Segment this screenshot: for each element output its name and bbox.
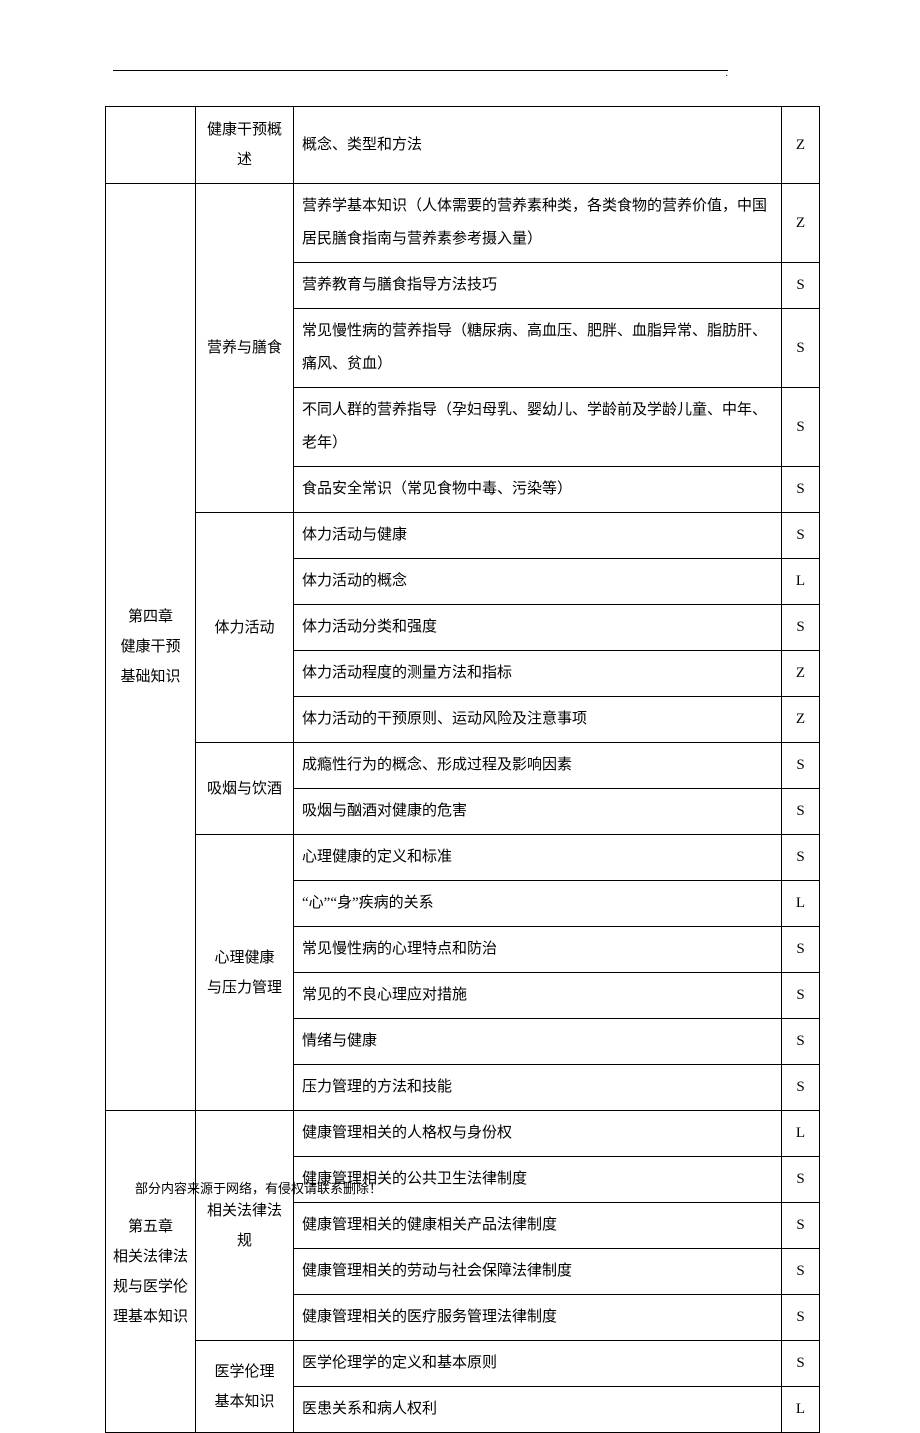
content-cell: 健康管理相关的人格权与身份权 (294, 1111, 782, 1157)
table-row: 健康干预概述概念、类型和方法Z (106, 107, 820, 184)
section-cell: 体力活动 (196, 513, 294, 743)
code-cell: S (782, 973, 820, 1019)
code-cell: S (782, 1065, 820, 1111)
table-row: 第五章相关法律法规与医学伦理基本知识相关法律法规健康管理相关的人格权与身份权L (106, 1111, 820, 1157)
table-row: 心理健康与压力管理心理健康的定义和标准S (106, 835, 820, 881)
code-cell: Z (782, 697, 820, 743)
section-cell: 心理健康与压力管理 (196, 835, 294, 1111)
content-cell: 吸烟与酗酒对健康的危害 (294, 789, 782, 835)
code-cell: Z (782, 107, 820, 184)
content-cell: 常见慢性病的营养指导（糖尿病、高血压、肥胖、血脂异常、脂肪肝、痛风、贫血） (294, 309, 782, 388)
section-cell: 相关法律法规 (196, 1111, 294, 1341)
code-cell: S (782, 388, 820, 467)
code-cell: S (782, 789, 820, 835)
chapter-cell: 第五章相关法律法规与医学伦理基本知识 (106, 1111, 196, 1433)
code-cell: S (782, 605, 820, 651)
chapter-cell: 第四章健康干预基础知识 (106, 184, 196, 1111)
chapter-cell (106, 107, 196, 184)
code-cell: S (782, 309, 820, 388)
section-cell: 医学伦理基本知识 (196, 1341, 294, 1433)
content-cell: 营养教育与膳食指导方法技巧 (294, 263, 782, 309)
syllabus-table-container: 健康干预概述概念、类型和方法Z第四章健康干预基础知识营养与膳食营养学基本知识（人… (105, 106, 820, 1433)
code-cell: S (782, 1295, 820, 1341)
code-cell: S (782, 263, 820, 309)
content-cell: 情绪与健康 (294, 1019, 782, 1065)
content-cell: 体力活动程度的测量方法和指标 (294, 651, 782, 697)
code-cell: S (782, 1019, 820, 1065)
code-cell: S (782, 1157, 820, 1203)
header-dot: . (726, 68, 729, 79)
content-cell: 概念、类型和方法 (294, 107, 782, 184)
code-cell: L (782, 559, 820, 605)
content-cell: 体力活动与健康 (294, 513, 782, 559)
content-cell: 食品安全常识（常见食物中毒、污染等） (294, 467, 782, 513)
section-cell: 健康干预概述 (196, 107, 294, 184)
code-cell: S (782, 743, 820, 789)
code-cell: S (782, 467, 820, 513)
code-cell: L (782, 1111, 820, 1157)
content-cell: 医学伦理学的定义和基本原则 (294, 1341, 782, 1387)
code-cell: S (782, 1249, 820, 1295)
code-cell: L (782, 881, 820, 927)
table-row: 医学伦理基本知识医学伦理学的定义和基本原则S (106, 1341, 820, 1387)
footer-note: 部分内容来源于网络，有侵权请联系删除！ (135, 1178, 382, 1197)
content-cell: 常见慢性病的心理特点和防治 (294, 927, 782, 973)
code-cell: S (782, 1203, 820, 1249)
content-cell: 不同人群的营养指导（孕妇母乳、婴幼儿、学龄前及学龄儿童、中年、老年） (294, 388, 782, 467)
content-cell: 健康管理相关的医疗服务管理法律制度 (294, 1295, 782, 1341)
content-cell: 体力活动的干预原则、运动风险及注意事项 (294, 697, 782, 743)
section-cell: 营养与膳食 (196, 184, 294, 513)
table-row: 吸烟与饮酒成瘾性行为的概念、形成过程及影响因素S (106, 743, 820, 789)
table-row: 体力活动体力活动与健康S (106, 513, 820, 559)
code-cell: L (782, 1387, 820, 1433)
section-cell: 吸烟与饮酒 (196, 743, 294, 835)
content-cell: 成瘾性行为的概念、形成过程及影响因素 (294, 743, 782, 789)
code-cell: Z (782, 184, 820, 263)
content-cell: 常见的不良心理应对措施 (294, 973, 782, 1019)
content-cell: 医患关系和病人权利 (294, 1387, 782, 1433)
code-cell: S (782, 835, 820, 881)
content-cell: 健康管理相关的健康相关产品法律制度 (294, 1203, 782, 1249)
content-cell: 健康管理相关的劳动与社会保障法律制度 (294, 1249, 782, 1295)
content-cell: 压力管理的方法和技能 (294, 1065, 782, 1111)
table-row: 第四章健康干预基础知识营养与膳食营养学基本知识（人体需要的营养素种类，各类食物的… (106, 184, 820, 263)
code-cell: S (782, 927, 820, 973)
content-cell: “心”“身”疾病的关系 (294, 881, 782, 927)
code-cell: Z (782, 651, 820, 697)
code-cell: S (782, 513, 820, 559)
code-cell: S (782, 1341, 820, 1387)
header-underline (113, 70, 728, 71)
syllabus-table: 健康干预概述概念、类型和方法Z第四章健康干预基础知识营养与膳食营养学基本知识（人… (105, 106, 820, 1433)
content-cell: 体力活动的概念 (294, 559, 782, 605)
content-cell: 营养学基本知识（人体需要的营养素种类，各类食物的营养价值，中国居民膳食指南与营养… (294, 184, 782, 263)
content-cell: 心理健康的定义和标准 (294, 835, 782, 881)
content-cell: 体力活动分类和强度 (294, 605, 782, 651)
